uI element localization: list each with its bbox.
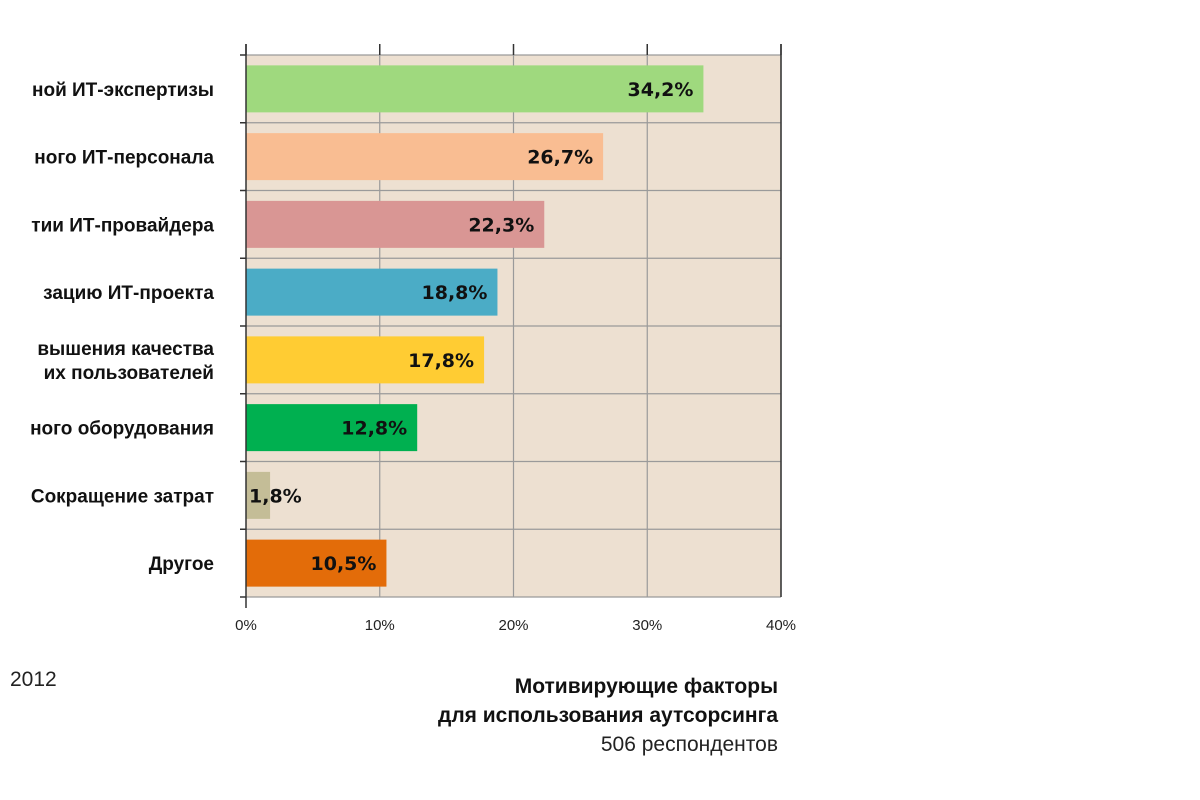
bar-value-label: 18,8% <box>422 282 488 304</box>
bar-value-label: 10,5% <box>311 553 377 575</box>
bar <box>246 65 704 113</box>
chart-caption: Мотивирующие факторы для использования а… <box>438 672 778 759</box>
axes <box>240 44 782 608</box>
bar <box>246 336 485 384</box>
category-label: Другое <box>149 554 214 575</box>
survey-year: 2012 <box>10 668 57 691</box>
caption-title-line-1: Мотивирующие факторы <box>514 675 778 698</box>
bar-value-label: 17,8% <box>408 350 474 372</box>
bar <box>246 200 545 248</box>
category-label: Сокращение затрат <box>31 486 214 507</box>
category-label: зацию ИТ-проекта <box>43 283 214 304</box>
x-tick-label: 40% <box>766 617 796 634</box>
grid-lines <box>246 54 782 598</box>
x-tick-label: 10% <box>365 617 395 634</box>
bar-value-label: 34,2% <box>628 79 694 101</box>
category-label: ной ИТ-экспертизы <box>32 80 214 101</box>
category-label: вышения качества <box>37 339 214 360</box>
respondents-count: 506 респондентов <box>600 733 778 756</box>
bar <box>246 539 387 587</box>
category-label: их пользователей <box>44 363 214 384</box>
caption-title-line-2: для использования аутсорсинга <box>438 704 778 727</box>
x-tick-label: 30% <box>632 617 662 634</box>
category-label: тии ИТ-провайдера <box>31 215 214 236</box>
bar <box>246 404 418 452</box>
x-tick-label: 0% <box>235 617 257 634</box>
bar <box>246 471 271 519</box>
category-label: ного оборудования <box>30 419 214 440</box>
bar <box>246 133 604 181</box>
bar-value-label: 12,8% <box>341 418 407 440</box>
bar-value-label: 22,3% <box>468 214 534 236</box>
bar-value-label: 26,7% <box>527 147 593 169</box>
bar <box>246 268 498 316</box>
bars: 34,2% 26,7% 22,3% 18,8% 17,8% 12,8% 1,8% 10,5% <box>246 65 704 587</box>
tick-labels: 0% 10% 20% 30% 40% <box>235 617 796 634</box>
category-labels: ной ИТ-экспертизы ного ИТ-персонала тии ИТ… <box>30 80 214 575</box>
bar-value-label: 1,8% <box>249 485 302 507</box>
category-label: ного ИТ-персонала <box>34 148 214 169</box>
x-tick-label: 20% <box>498 617 528 634</box>
